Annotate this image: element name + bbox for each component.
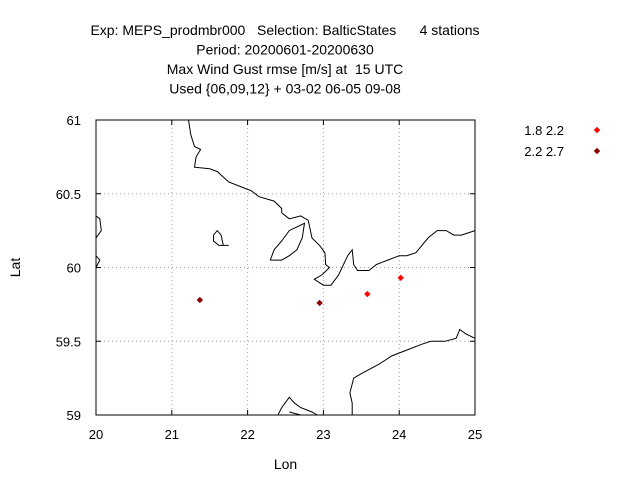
legend-label: 1.8 2.2	[524, 123, 564, 138]
coastline	[269, 222, 306, 261]
chart-title: Exp: MEPS_prodmbr000 Selection: BalticSt…	[90, 22, 479, 97]
legend-label: 2.2 2.7	[524, 144, 564, 159]
x-axis-label: Lon	[274, 456, 297, 472]
coastline	[95, 215, 102, 239]
y-tick-label: 59	[67, 408, 81, 423]
coastline	[277, 396, 318, 416]
y-tick-label: 61	[67, 113, 81, 128]
data-point	[364, 290, 371, 298]
data-point	[196, 296, 204, 304]
x-axis-ticks: 20 21 22 23 24 25	[89, 120, 482, 442]
y-tick-label: 59.5	[56, 334, 81, 349]
x-tick-label: 21	[165, 427, 179, 442]
coastline	[349, 328, 476, 415]
y-tick-label: 60	[67, 261, 81, 276]
data-point	[316, 299, 323, 307]
legend: 1.8 2.2 2.2 2.7	[524, 123, 601, 159]
coastline	[213, 229, 229, 246]
y-axis-ticks: 59 59.5 60 60.5 61	[56, 113, 475, 423]
coastline	[188, 119, 476, 286]
coastline	[95, 255, 101, 268]
data-points	[196, 274, 404, 307]
x-tick-label: 25	[468, 427, 482, 442]
legend-marker	[593, 147, 601, 155]
legend-marker	[593, 126, 601, 134]
data-point	[397, 274, 404, 282]
x-tick-label: 22	[240, 427, 254, 442]
y-tick-label: 60.5	[56, 187, 81, 202]
y-axis-label: Lat	[7, 258, 23, 278]
coastline-map	[95, 119, 476, 416]
title-line: Used {06,09,12} + 03-02 06-05 09-08	[169, 81, 401, 97]
title-line: Period: 20200601-20200630	[196, 42, 374, 58]
x-tick-label: 23	[316, 427, 330, 442]
title-line: Exp: MEPS_prodmbr000 Selection: BalticSt…	[90, 22, 479, 38]
grid-lines	[96, 120, 475, 415]
title-line: Max Wind Gust rmse [m/s] at 15 UTC	[167, 61, 404, 77]
x-tick-label: 24	[392, 427, 406, 442]
x-tick-label: 20	[89, 427, 103, 442]
